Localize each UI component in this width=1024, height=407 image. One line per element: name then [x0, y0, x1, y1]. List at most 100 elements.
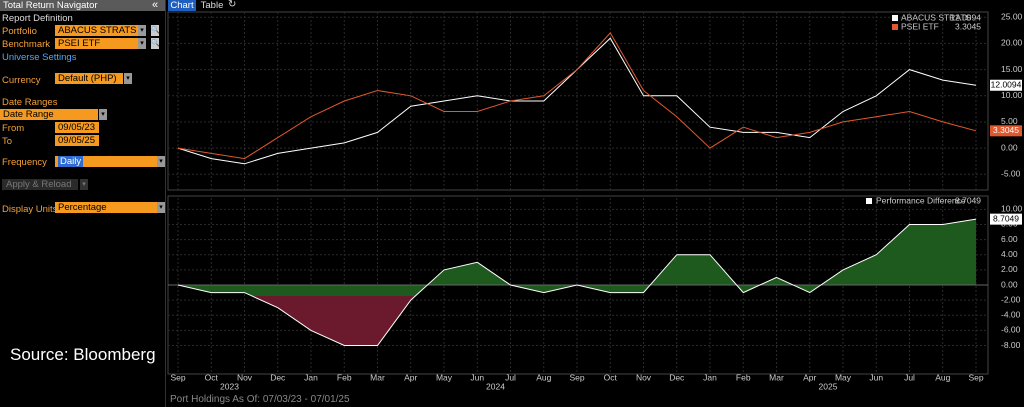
field-label: Currency	[2, 75, 41, 86]
dropdown[interactable]: ▾	[157, 202, 165, 213]
x-tick-label: Oct	[205, 372, 219, 382]
field-label: Portfolio	[2, 26, 37, 37]
display-units-input[interactable]: Percentage	[55, 202, 159, 213]
x-year-label: 2025	[819, 381, 838, 391]
x-tick-label: Aug	[536, 372, 551, 382]
value-label: 3.3045	[993, 125, 1019, 135]
legend-name: ABACUS STRATS	[901, 12, 972, 22]
x-tick-label: Jul	[505, 372, 516, 382]
x-tick-label: Dec	[270, 372, 286, 382]
search-button[interactable]: 🔍	[151, 38, 160, 49]
x-tick-label: Sep	[170, 372, 185, 382]
panel-title: Total Return Navigator	[3, 0, 98, 11]
x-year-label: 2023	[220, 381, 239, 391]
x-tick-label: Nov	[636, 372, 652, 382]
x-tick-label: May	[436, 372, 453, 382]
dropdown[interactable]: ▾	[138, 25, 146, 36]
y-tick-label: -2.00	[1001, 294, 1021, 304]
x-tick-label: Feb	[736, 372, 751, 382]
apply-button[interactable]: Apply & Reload	[2, 179, 78, 190]
y-tick-label: 10.00	[1001, 90, 1023, 100]
x-tick-label: Jul	[904, 372, 915, 382]
legend-value: 12.0094	[950, 12, 981, 22]
area-negative	[251, 296, 416, 346]
legend-name: Performance Difference	[876, 195, 966, 205]
y-tick-label: -5.00	[1001, 169, 1021, 179]
value-label: 12.0094	[991, 79, 1022, 89]
selected-text: Daily	[58, 156, 84, 167]
y-tick-label: 20.00	[1001, 38, 1023, 48]
x-tick-label: Mar	[370, 372, 385, 382]
section-label: Report Definition	[2, 13, 73, 24]
series-line	[177, 218, 977, 346]
legend-swatch	[892, 15, 898, 21]
y-tick-label: 5.00	[1001, 116, 1018, 126]
x-tick-label: Feb	[337, 372, 352, 382]
value-label-box	[990, 213, 1022, 225]
field-label: Display Units	[2, 204, 58, 215]
x-tick-label: Jun	[470, 372, 484, 382]
frequency-input[interactable]: Daily	[55, 156, 159, 167]
from-input[interactable]: 09/05/23	[55, 122, 99, 133]
x-tick-label: Mar	[769, 372, 784, 382]
legend-swatch	[866, 198, 872, 204]
y-tick-label: -8.00	[1001, 340, 1021, 350]
x-tick-label: Jan	[304, 372, 318, 382]
portfolio-input[interactable]: ABACUS STRATS	[55, 25, 141, 36]
source-note: Source: Bloomberg	[10, 345, 156, 364]
value-label: 8.7049	[993, 213, 1019, 223]
field-label: Frequency	[2, 157, 47, 168]
dropdown[interactable]: ▾	[99, 109, 107, 120]
x-tick-label: Apr	[404, 372, 417, 382]
x-tick-label: Aug	[935, 372, 950, 382]
x-tick-label: Sep	[569, 372, 584, 382]
x-tick-label: Oct	[604, 372, 618, 382]
search-button[interactable]: 🔍	[151, 25, 160, 36]
y-tick-label: 15.00	[1001, 64, 1023, 74]
x-tick-label: May	[835, 372, 852, 382]
x-tick-label: Dec	[669, 372, 685, 382]
y-tick-label: 4.00	[1001, 249, 1018, 259]
chart: 25.00 20.00 15.00 10.00 5.00 0.00 -5.00 12.0094…	[167, 11, 1023, 391]
tab[interactable]: Chart	[168, 0, 196, 11]
value-label-box	[990, 79, 1022, 91]
collapse-button[interactable]: «	[152, 0, 159, 11]
legend-value: 3.3045	[955, 21, 981, 31]
left-panel: Total Return Navigator « Report Definiti…	[0, 0, 166, 407]
x-tick-label: Jun	[869, 372, 883, 382]
date-range-input[interactable]: Date Range	[0, 109, 98, 120]
x-tick-label: Sep	[968, 372, 983, 382]
y-tick-label: 6.00	[1001, 234, 1018, 244]
link[interactable]: Universe Settings	[2, 52, 77, 63]
area-positive	[178, 219, 976, 296]
series-line	[177, 32, 977, 160]
dropdown[interactable]: ▾	[157, 156, 165, 167]
dropdown[interactable]: ▾	[138, 38, 146, 49]
x-tick-label: Apr	[803, 372, 816, 382]
y-tick-label: -6.00	[1001, 325, 1021, 335]
benchmark-input[interactable]: PSEI ETF	[55, 38, 141, 49]
to-input[interactable]: 09/05/25	[55, 135, 99, 146]
panel-header	[0, 0, 165, 11]
x-year-label: 2024	[486, 381, 505, 391]
x-tick-label: Jan	[703, 372, 717, 382]
y-tick-label: -4.00	[1001, 310, 1021, 320]
y-tick-label: 25.00	[1001, 11, 1023, 21]
plot-frame	[167, 11, 989, 191]
dropdown[interactable]: ▾	[80, 179, 88, 190]
legend-name: PSEI ETF	[901, 21, 939, 31]
y-tick-label: 0.00	[1001, 142, 1018, 152]
field-label: Benchmark	[2, 39, 51, 50]
refresh-icon[interactable]: ↻	[228, 0, 237, 10]
y-tick-label: 2.00	[1001, 264, 1018, 274]
legend-swatch	[892, 24, 898, 30]
dropdown[interactable]: ▾	[124, 73, 132, 84]
tab[interactable]: Table	[200, 0, 224, 11]
currency-input[interactable]: Default (PHP)	[55, 73, 123, 84]
field-label: From	[2, 123, 25, 134]
y-tick-label: 0.00	[1001, 279, 1018, 289]
y-tick-label: 10.00	[1001, 204, 1023, 214]
x-tick-label: Nov	[237, 372, 253, 382]
value-label-box	[990, 125, 1022, 137]
